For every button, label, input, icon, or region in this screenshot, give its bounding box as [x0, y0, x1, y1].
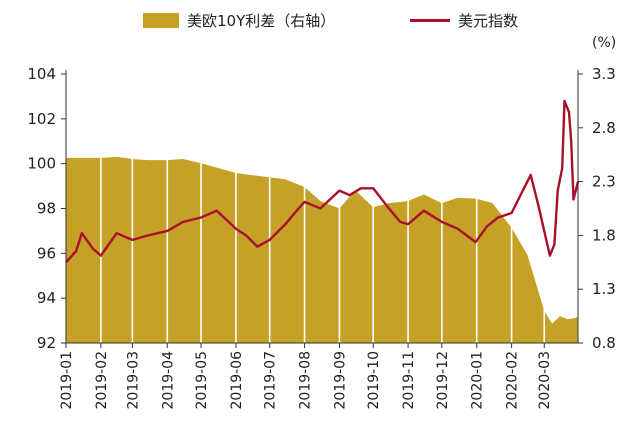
- legend-item-spread: 美欧10Y利差（右轴）: [143, 10, 335, 31]
- legend-label-dxy: 美元指数: [458, 12, 519, 30]
- right-axis-unit: (%): [592, 35, 617, 51]
- x-tick-label: 2020-02: [505, 351, 521, 410]
- legend-item-dxy: 美元指数: [410, 10, 518, 31]
- x-tick-label: 2019-07: [263, 351, 279, 410]
- x-tick-label: 2020-01: [470, 351, 486, 410]
- x-tick-label: 2019-05: [194, 351, 210, 410]
- x-tick-label: 2019-06: [229, 351, 245, 410]
- x-tick-label: 2019-08: [298, 351, 314, 410]
- chart-axes: 92 94 96 98 100 102 104 0.8 1.3 1.8 2.3 2.8 3.3 2019-…: [27, 65, 616, 410]
- left-tick-label: 92: [37, 334, 56, 352]
- legend-swatch-spread: [143, 13, 179, 28]
- chart-legend: 美欧10Y利差（右轴） 美元指数: [0, 6, 640, 36]
- legend-label-spread: 美欧10Y利差（右轴）: [187, 12, 336, 30]
- spread-area-series: [66, 69, 578, 343]
- legend-swatch-dxy: [410, 19, 450, 22]
- x-tick-label: 2020-03: [537, 351, 553, 410]
- x-tick-label: 2019-01: [59, 351, 75, 410]
- x-tick-label: 2019-09: [332, 351, 348, 410]
- right-tick-label: 0.8: [592, 334, 616, 352]
- left-tick-label: 104: [27, 65, 56, 83]
- left-tick-label: 94: [37, 289, 56, 307]
- right-tick-label: 2.3: [592, 173, 616, 191]
- left-tick-label: 98: [37, 200, 56, 218]
- right-tick-label: 1.8: [592, 226, 616, 244]
- spread-area: [66, 156, 578, 343]
- x-tick-label: 2019-04: [160, 351, 176, 410]
- x-tick-label: 2019-12: [435, 351, 451, 410]
- dxy-line: [65, 99, 580, 264]
- left-tick-label: 96: [37, 244, 56, 262]
- right-tick-label: 2.8: [592, 119, 616, 137]
- x-tick-label: 2019-10: [366, 351, 382, 410]
- x-tick-label: 2019-03: [125, 351, 141, 410]
- x-tick-label: 2019-11: [401, 351, 417, 410]
- right-tick-label: 3.3: [592, 65, 616, 83]
- right-tick-label: 1.3: [592, 280, 616, 298]
- dxy-line-series: [65, 99, 580, 264]
- left-tick-label: 102: [27, 110, 56, 128]
- left-tick-label: 100: [27, 155, 56, 173]
- x-tick-label: 2019-02: [94, 351, 110, 410]
